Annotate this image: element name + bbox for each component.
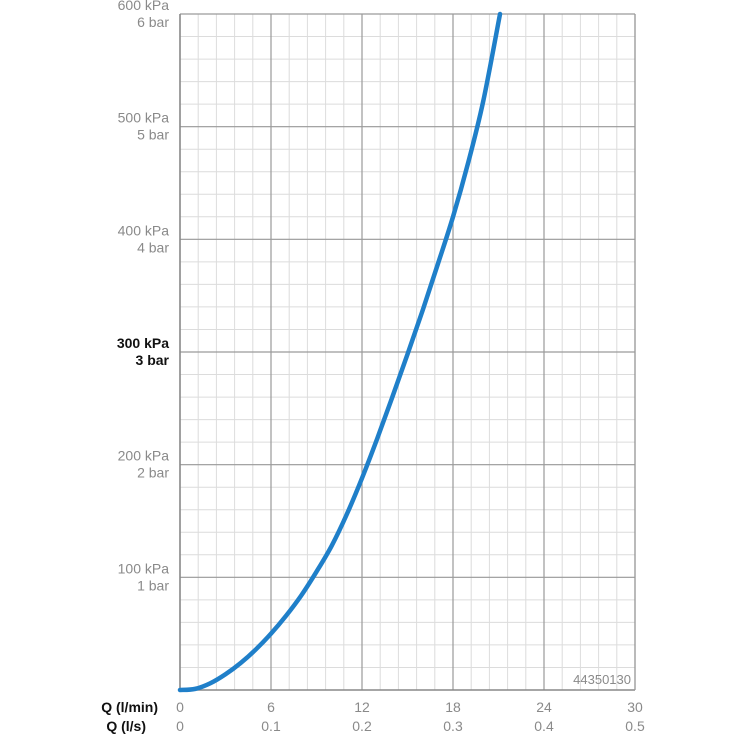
y-tick-label-bar: 6 bar	[137, 14, 169, 30]
y-tick-label-bar: 4 bar	[137, 239, 169, 255]
y-tick-label-kpa: 400 kPa	[118, 222, 170, 238]
y-tick-label-kpa: 500 kPa	[118, 110, 170, 126]
pressure-loss-curve	[177, 11, 503, 693]
y-tick-label-bar: 3 bar	[136, 352, 170, 368]
x-tick-label-ls: 0.4	[534, 718, 554, 734]
x-tick-label-ls: 0.5	[625, 718, 645, 734]
x-tick-label-lmin: 6	[267, 699, 275, 715]
x-tick-label-lmin: 30	[627, 699, 643, 715]
x-tick-label-lmin: 12	[354, 699, 370, 715]
y-tick-label-bar: 2 bar	[137, 465, 169, 481]
y-tick-label-kpa: 200 kPa	[118, 448, 170, 464]
y-tick-label-kpa: 100 kPa	[118, 560, 170, 576]
x-axis-primary-label: Q (l/min)	[101, 699, 158, 715]
x-axis-secondary-label: Q (l/s)	[106, 718, 146, 734]
x-tick-label-lmin: 0	[176, 699, 184, 715]
major-grid	[179, 13, 636, 691]
x-tick-label-ls: 0.3	[443, 718, 463, 734]
x-tick-label-ls: 0.1	[261, 718, 281, 734]
y-tick-label-kpa: 600 kPa	[118, 0, 170, 13]
x-tick-label-ls: 0.2	[352, 718, 372, 734]
y-tick-label-bar: 1 bar	[137, 577, 169, 593]
x-tick-label-lmin: 18	[445, 699, 461, 715]
y-tick-label-kpa: 300 kPa	[117, 335, 169, 351]
x-tick-label-ls: 0	[176, 718, 184, 734]
x-tick-label-lmin: 24	[536, 699, 552, 715]
chart-code-annotation: 44350130	[573, 672, 631, 687]
y-tick-label-bar: 5 bar	[137, 127, 169, 143]
x-axis-labels: 0 0 6 0.1 12 0.2 18 0.3 24 0.4 30 0.5	[176, 699, 645, 734]
